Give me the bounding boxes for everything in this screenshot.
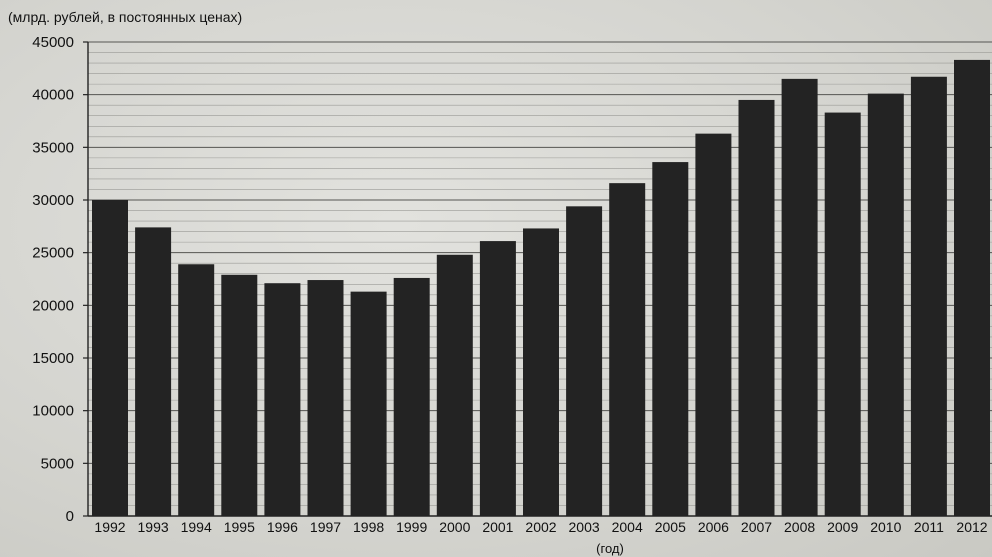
bar <box>178 264 215 516</box>
x-tick-labels: 1992 1993 1994 1995 1996 1997 1998 1999 2000 2001… <box>94 519 987 535</box>
bar <box>479 241 516 516</box>
bar <box>781 78 818 516</box>
bar <box>652 162 689 516</box>
bars <box>92 59 990 517</box>
bar <box>954 59 990 516</box>
x-tick-label: 2000 <box>439 519 470 535</box>
bar <box>738 99 775 516</box>
x-axis-label: (год) <box>596 541 624 556</box>
x-tick-label: 2001 <box>482 519 513 535</box>
bar <box>867 93 904 516</box>
y-tick-label: 5000 <box>41 455 74 472</box>
bar <box>92 200 128 516</box>
chart-subtitle: (млрд. рублей, в постоянных ценах) <box>8 9 242 25</box>
bar <box>221 274 258 516</box>
y-tick-label: 10000 <box>32 403 74 420</box>
x-tick-label: 2002 <box>525 519 556 535</box>
x-tick-label: 2005 <box>655 519 686 535</box>
x-tick-label: 1997 <box>310 519 341 535</box>
x-tick-label: 1999 <box>396 519 427 535</box>
bar <box>264 283 301 516</box>
x-tick-label: 1993 <box>138 519 169 535</box>
bar <box>695 133 732 516</box>
x-tick-label: 2006 <box>698 519 729 535</box>
bar <box>523 228 559 516</box>
x-tick-label: 1994 <box>181 519 212 535</box>
y-tick-label: 25000 <box>32 245 74 262</box>
bar <box>307 280 344 516</box>
y-tick-label: 40000 <box>32 87 74 104</box>
y-tick-label: 35000 <box>32 139 74 156</box>
bar <box>436 254 473 517</box>
x-tick-label: 1998 <box>353 519 384 535</box>
bar <box>350 291 387 516</box>
bar <box>609 183 646 516</box>
x-tick-label: 1995 <box>224 519 255 535</box>
x-tick-label: 2009 <box>827 519 858 535</box>
y-tick-labels: 0 5000 10000 15000 20000 25000 30000 35000 40000… <box>32 34 74 525</box>
bar <box>910 76 947 516</box>
x-tick-label: 2012 <box>956 519 987 535</box>
bar <box>393 277 430 516</box>
x-tick-label: 2008 <box>784 519 815 535</box>
x-tick-label: 1996 <box>267 519 298 535</box>
bar <box>135 227 172 517</box>
x-tick-label: 2011 <box>914 519 944 535</box>
x-tick-label: 2004 <box>612 519 643 535</box>
x-tick-label: 2003 <box>569 519 600 535</box>
y-tick-label: 0 <box>66 508 74 525</box>
y-tick-label: 45000 <box>32 34 74 51</box>
bar <box>824 112 861 516</box>
y-tick-label: 15000 <box>32 350 74 367</box>
y-tick-label: 30000 <box>32 192 74 209</box>
x-tick-label: 2010 <box>870 519 901 535</box>
x-tick-label: 1992 <box>94 519 125 535</box>
y-tick-label: 20000 <box>32 297 74 314</box>
x-tick-label: 2007 <box>741 519 772 535</box>
axes <box>83 41 992 517</box>
bar <box>566 206 603 516</box>
